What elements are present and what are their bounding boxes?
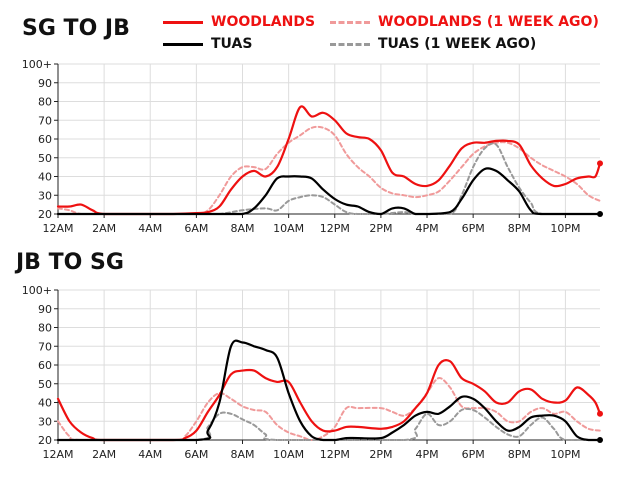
- y-tick-label: 70: [38, 340, 52, 353]
- legend-label-tuas: TUAS: [211, 36, 253, 52]
- x-tick-label: 6PM: [462, 448, 485, 461]
- x-tick-label: 6PM: [462, 222, 485, 235]
- y-tick-label: 100+: [22, 58, 52, 71]
- x-tick-label: 6AM: [184, 448, 208, 461]
- legend-label-woodlands: WOODLANDS: [211, 14, 316, 30]
- legend-item-woodlands-week[interactable]: WOODLANDS (1 WEEK AGO): [330, 14, 599, 30]
- x-tick-label: 10AM: [273, 222, 304, 235]
- x-tick-label: 12PM: [320, 222, 350, 235]
- series-line-tuas: [56, 339, 602, 442]
- y-tick-label: 50: [38, 378, 52, 391]
- series-endpoint-woodlands: [597, 160, 603, 167]
- y-tick-label: 20: [38, 208, 52, 221]
- x-tick-label: 8AM: [231, 448, 255, 461]
- y-tick-label: 90: [38, 77, 52, 90]
- x-tick-label: 2AM: [92, 222, 116, 235]
- x-tick-label: 12AM: [42, 448, 73, 461]
- y-tick-label: 20: [38, 434, 52, 447]
- x-tick-label: 12AM: [42, 222, 73, 235]
- y-tick-label: 50: [38, 152, 52, 165]
- y-tick-label: 30: [38, 189, 52, 202]
- y-tick-label: 60: [38, 133, 52, 146]
- series-endpoint-tuas: [597, 437, 603, 443]
- series-line-tuas: [56, 167, 602, 216]
- legend-item-tuas-week[interactable]: TUAS (1 WEEK AGO): [330, 36, 536, 52]
- chart-title-jb-to-sg: JB TO SG: [16, 250, 124, 275]
- legend-swatch-woodlands: [163, 20, 203, 24]
- legend-item-woodlands[interactable]: WOODLANDS: [163, 14, 315, 30]
- series-line-tuas-week: [57, 142, 601, 216]
- x-tick-label: 2PM: [369, 448, 392, 461]
- chart-title-sg-to-jb: SG TO JB: [22, 16, 130, 41]
- y-tick-label: 100+: [22, 284, 52, 297]
- x-tick-label: 10PM: [550, 448, 580, 461]
- y-tick-label: 90: [38, 303, 52, 316]
- legend-label-tuas-week: TUAS (1 WEEK AGO): [378, 36, 537, 52]
- legend-swatch-woodlands-week: [330, 20, 370, 24]
- y-tick-label: 40: [38, 171, 52, 184]
- y-tick-label: 40: [38, 397, 52, 410]
- legend-item-tuas[interactable]: TUAS: [163, 36, 252, 52]
- series-endpoint-woodlands: [597, 410, 603, 417]
- x-tick-label: 4PM: [415, 222, 438, 235]
- x-tick-label: 8PM: [508, 448, 531, 461]
- y-tick-label: 30: [38, 415, 52, 428]
- chart-sg-to-jb: 20 30 40 50 60 70 80 90 100+ 12AM 2AM 4AM 6AM 8AM 10AM…: [22, 58, 603, 235]
- x-tick-label: 10PM: [550, 222, 580, 235]
- chart-jb-to-sg: 20 30 40 50 60 70 80 90 100+ 12AM 2AM 4AM 6AM 8AM 10AM…: [22, 284, 603, 461]
- y-tick-label: 80: [38, 322, 52, 335]
- x-tick-label: 2PM: [369, 222, 392, 235]
- y-tick-label: 60: [38, 359, 52, 372]
- series-line-woodlands: [56, 105, 602, 216]
- x-tick-label: 4AM: [138, 448, 162, 461]
- legend-swatch-tuas: [163, 42, 203, 46]
- legend-label-woodlands-week: WOODLANDS (1 WEEK AGO): [378, 14, 599, 30]
- x-tick-label: 8AM: [231, 222, 255, 235]
- series-line-woodlands: [56, 359, 602, 442]
- x-tick-label: 8PM: [508, 222, 531, 235]
- legend: WOODLANDS WOODLANDS (1 WEEK AGO) TUAS TU…: [0, 10, 640, 54]
- y-tick-label: 80: [38, 96, 52, 109]
- x-tick-label: 4PM: [415, 448, 438, 461]
- legend-swatch-tuas-week: [330, 42, 370, 46]
- series-endpoint-tuas: [597, 211, 603, 217]
- x-tick-label: 2AM: [92, 448, 116, 461]
- x-tick-label: 12PM: [320, 448, 350, 461]
- series-line-tuas-week: [57, 407, 601, 441]
- x-tick-label: 6AM: [184, 222, 208, 235]
- series-line-woodlands-week: [57, 377, 601, 442]
- y-tick-label: 70: [38, 114, 52, 127]
- x-tick-label: 4AM: [138, 222, 162, 235]
- x-tick-label: 10AM: [273, 448, 304, 461]
